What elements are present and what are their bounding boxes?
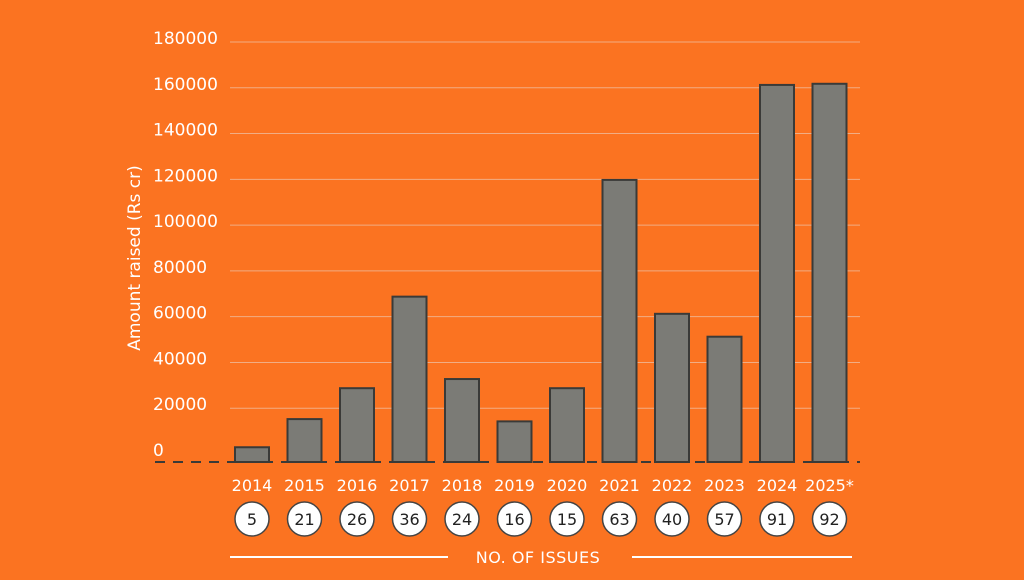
bar <box>654 312 690 463</box>
y-tick-label: 100000 <box>153 212 218 232</box>
issue-count-label: 15 <box>557 510 577 529</box>
issue-count-circle <box>601 501 638 537</box>
issue-count-label: 5 <box>247 510 257 529</box>
bar <box>286 418 323 464</box>
bar <box>444 378 480 463</box>
issue-count-circle <box>391 501 428 537</box>
bar <box>391 295 428 463</box>
x-tick-label: 2021 <box>599 476 640 495</box>
bar <box>759 83 795 464</box>
issue-count-label: 57 <box>714 510 734 529</box>
y-axis-ticks: 0 20000 40000 60000 80000 100000 120000 140000 1… <box>153 29 218 461</box>
issue-count-circle <box>549 501 585 537</box>
issue-count-circle <box>339 501 375 537</box>
y-tick-label: 0 <box>153 441 164 461</box>
issue-count-badges: 5 21 26 36 24 16 15 63 40 57 91 92 <box>234 501 848 537</box>
y-axis-label: Amount raised (Rs cr) <box>125 165 145 351</box>
issues-footer-label: NO. OF ISSUES <box>476 548 600 567</box>
x-axis-year-labels: 2014 2015 2016 2017 2018 2019 2020 2021 2022 2023… <box>232 476 854 495</box>
issue-count-circle <box>444 501 480 537</box>
issue-count-circle <box>496 501 533 537</box>
x-tick-label: 2019 <box>494 476 535 495</box>
y-tick-label: 60000 <box>153 304 207 324</box>
bar <box>496 420 533 463</box>
y-tick-label: 160000 <box>153 75 218 95</box>
x-tick-label: 2016 <box>337 476 378 495</box>
x-tick-label: 2014 <box>232 476 273 495</box>
issue-count-circle <box>654 501 690 537</box>
issue-count-circle <box>811 501 848 537</box>
bar <box>549 387 585 464</box>
issue-count-label: 63 <box>609 510 629 529</box>
y-tick-label: 120000 <box>153 166 218 186</box>
x-tick-label: 2015 <box>284 476 325 495</box>
issue-count-circle <box>759 501 795 537</box>
y-tick-label: 80000 <box>153 258 207 278</box>
bar <box>339 387 375 464</box>
x-tick-label: 2018 <box>442 476 483 495</box>
gridlines <box>230 41 860 409</box>
issue-count-circle <box>286 501 323 537</box>
issue-count-label: 26 <box>347 510 367 529</box>
y-tick-label: 40000 <box>153 349 207 369</box>
issue-count-label: 21 <box>294 510 314 529</box>
y-tick-label: 140000 <box>153 121 218 141</box>
y-tick-label: 20000 <box>153 395 207 415</box>
bar <box>706 335 743 464</box>
issue-count-circle <box>706 501 743 537</box>
issue-count-circle <box>234 501 270 537</box>
bar <box>811 82 848 464</box>
issue-count-label: 40 <box>662 510 682 529</box>
bar <box>234 446 270 463</box>
issue-count-label: 91 <box>767 510 787 529</box>
issue-count-label: 92 <box>819 510 839 529</box>
y-tick-label: 180000 <box>153 29 218 49</box>
bars <box>234 82 848 464</box>
x-tick-label: 2022 <box>652 476 693 495</box>
x-tick-label: 2020 <box>547 476 588 495</box>
issue-count-label: 24 <box>452 510 472 529</box>
x-tick-label: 2025* <box>805 476 854 495</box>
x-tick-label: 2024 <box>757 476 798 495</box>
x-tick-label: 2023 <box>704 476 745 495</box>
issue-count-label: 36 <box>399 510 419 529</box>
x-tick-label: 2017 <box>389 476 430 495</box>
bar <box>601 178 638 464</box>
issue-count-label: 16 <box>504 510 524 529</box>
issues-footer: NO. OF ISSUES <box>230 548 852 567</box>
